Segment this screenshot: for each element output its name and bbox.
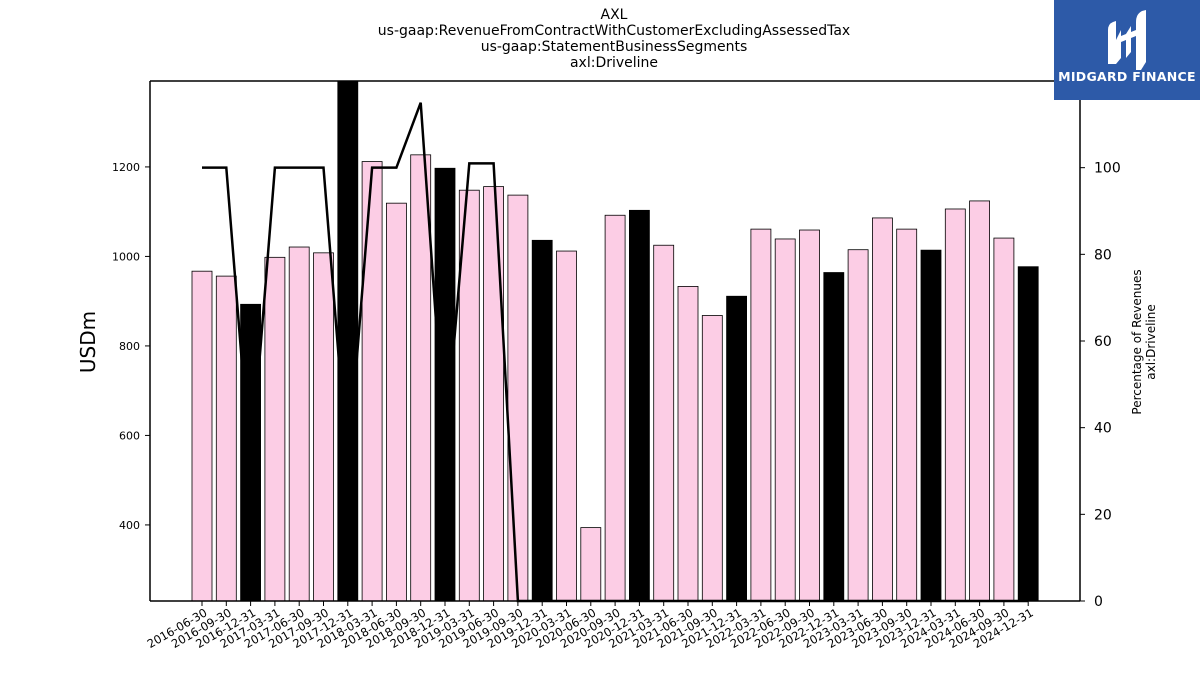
- chart-title-axis: us-gaap:StatementBusinessSegments: [480, 39, 748, 55]
- bar-2021-06-30: [677, 286, 699, 602]
- bar-2023-06-30: [872, 217, 893, 602]
- chart-title-concept: us-gaap:RevenueFromContractWithCustomerE…: [377, 23, 851, 39]
- midgard-logo-icon: [1108, 10, 1146, 70]
- chart-title-member: axl:Driveline: [569, 55, 659, 71]
- bar-2021-12-31: [726, 295, 747, 602]
- y-tick-label-1200: 1200: [112, 161, 140, 174]
- bar-2021-03-31: [653, 244, 675, 602]
- midgard-finance-logo: MIDGARD FINANCE: [1054, 0, 1200, 100]
- logo-text: MIDGARD FINANCE: [1058, 69, 1196, 84]
- bar-2016-06-30: [191, 270, 213, 602]
- bar-2019-09-30: [507, 194, 529, 602]
- bar-2023-03-31: [847, 249, 869, 602]
- y2-tick-label-100: 100: [1094, 161, 1121, 177]
- y-tick-label-800: 800: [119, 340, 140, 353]
- y2-axis-label-line2: axl:Driveline: [1144, 304, 1158, 380]
- bar-2023-12-31: [920, 249, 942, 602]
- bar-2020-06-30: [580, 527, 602, 602]
- y-tick-label-600: 600: [119, 429, 140, 442]
- chart-title-ticker: AXL: [600, 7, 628, 23]
- y2-tick-label-20: 20: [1094, 507, 1112, 523]
- bar-2022-03-31: [750, 228, 772, 602]
- y2-tick-label-0: 0: [1094, 594, 1103, 610]
- bar-2022-12-31: [823, 272, 845, 602]
- bar-2021-09-30: [701, 315, 723, 602]
- bar-2020-12-31: [629, 209, 650, 602]
- y2-tick-label-80: 80: [1094, 247, 1112, 263]
- bars-layer: [191, 80, 1039, 602]
- bar-2016-12-31: [240, 303, 262, 602]
- bar-2024-06-30: [969, 200, 990, 602]
- bar-2020-03-31: [556, 250, 577, 602]
- y-tick-label-1000: 1000: [112, 250, 140, 263]
- y2-tick-label-40: 40: [1094, 421, 1112, 437]
- bar-2019-12-31: [531, 239, 553, 602]
- bar-2018-12-31: [434, 167, 456, 602]
- y-axis-label: USDm: [76, 310, 100, 374]
- bar-2024-03-31: [944, 208, 966, 602]
- bar-2018-09-30: [410, 154, 432, 602]
- bar-2024-09-30: [993, 237, 1015, 602]
- bar-2020-09-30: [604, 214, 626, 602]
- y2-axis-label: Percentage of Revenues axl:Driveline: [1130, 269, 1158, 414]
- y-tick-label-400: 400: [119, 519, 140, 532]
- bar-2017-12-31: [337, 80, 359, 602]
- axes-layer: 400600800100012000204060801002016-06-302…: [112, 80, 1121, 651]
- bar-2022-06-30: [774, 238, 796, 602]
- y2-axis-label-line1: Percentage of Revenues: [1130, 269, 1144, 415]
- bar-2019-06-30: [483, 186, 505, 602]
- bar-2022-09-30: [799, 229, 820, 602]
- bar-2017-06-30: [288, 246, 310, 602]
- bar-2023-09-30: [896, 228, 918, 602]
- bar-2018-06-30: [385, 202, 407, 602]
- bar-2017-03-31: [264, 256, 286, 602]
- bar-2024-12-31: [1017, 266, 1039, 602]
- bar-2018-03-31: [361, 161, 383, 602]
- y2-tick-label-60: 60: [1094, 334, 1112, 350]
- bar-2017-09-30: [313, 252, 334, 602]
- bar-2016-09-30: [215, 275, 237, 602]
